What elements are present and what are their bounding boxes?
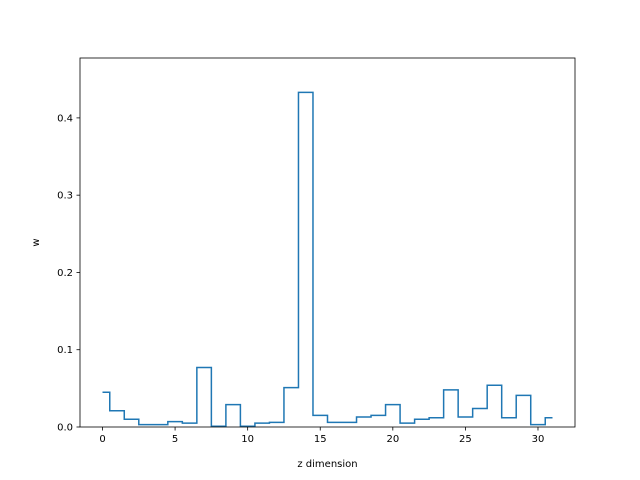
y-tick-label: 0.4 xyxy=(57,113,73,124)
axes-frame xyxy=(79,57,576,428)
plot-area: 0 5 10 15 20 25 30 0.0 0.1 0.2 0.3 0.4 xyxy=(57,57,576,445)
x-tick-label: 10 xyxy=(241,434,254,445)
x-axis-ticks: 0 5 10 15 20 25 30 xyxy=(99,427,544,445)
y-axis-label: w xyxy=(31,238,42,246)
y-tick-label: 0.0 xyxy=(57,423,73,434)
y-tick-label: 0.2 xyxy=(57,268,73,279)
y-tick-label: 0.3 xyxy=(57,191,73,202)
x-tick-label: 25 xyxy=(459,434,472,445)
y-tick-label: 0.1 xyxy=(57,345,73,356)
y-axis-ticks: 0.0 0.1 0.2 0.3 0.4 xyxy=(57,113,80,434)
x-tick-label: 0 xyxy=(99,434,105,445)
x-tick-label: 30 xyxy=(532,434,545,445)
x-tick-label: 20 xyxy=(386,434,399,445)
x-tick-label: 5 xyxy=(172,434,178,445)
x-tick-label: 15 xyxy=(314,434,327,445)
x-axis-label: z dimension xyxy=(297,459,357,470)
series-line xyxy=(102,91,553,427)
